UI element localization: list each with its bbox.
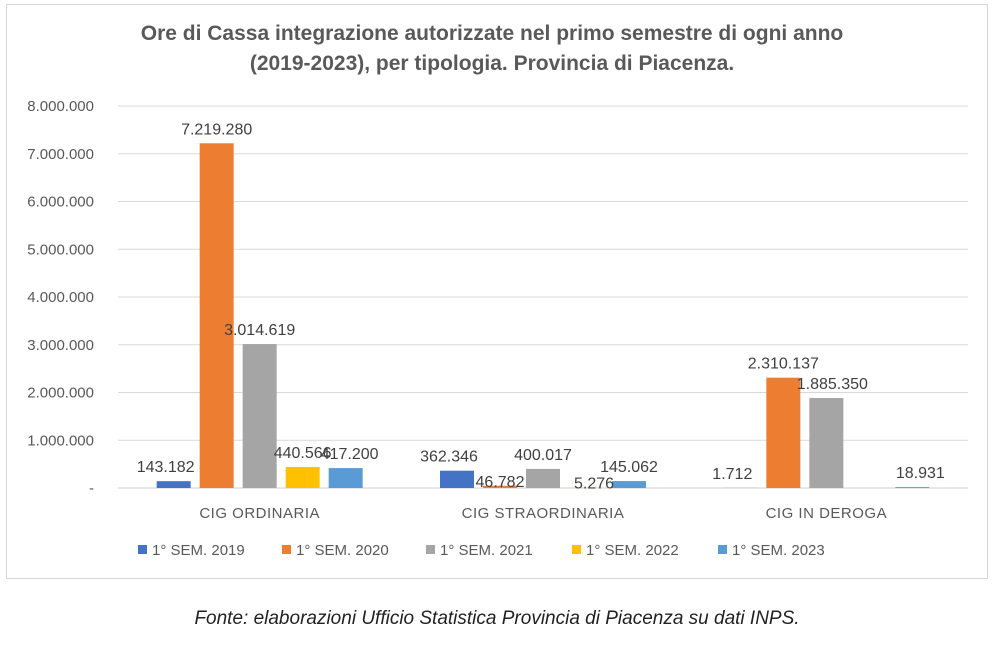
bar: [242, 344, 277, 488]
bar-chart: Ore di Cassa integrazione autorizzate ne…: [27, 22, 968, 559]
data-label: 46.782: [476, 474, 525, 491]
legend-label: 1° SEM. 2019: [152, 542, 245, 559]
data-label: 362.346: [420, 449, 478, 466]
bar: [199, 143, 234, 489]
data-label: 417.200: [321, 446, 379, 463]
data-label: 7.219.280: [181, 121, 252, 138]
y-tick-label: 1.000.000: [27, 432, 94, 449]
y-tick-label: 4.000.000: [27, 289, 94, 306]
data-label: 440.566: [274, 445, 332, 462]
legend: 1° SEM. 2019 1° SEM. 2020 1° SEM. 2021 1° S…: [138, 542, 825, 559]
legend-label: 1° SEM. 2022: [586, 542, 679, 559]
y-tick-label: 6.000.000: [27, 194, 94, 211]
y-tick-label: 5.000.000: [27, 241, 94, 258]
data-label: 1.712: [712, 466, 752, 483]
legend-label: 1° SEM. 2023: [732, 542, 825, 559]
data-label: 5.276: [574, 476, 614, 493]
bar: [809, 397, 844, 488]
y-tick-label: 7.000.000: [27, 146, 94, 163]
data-label: 2.310.137: [748, 356, 819, 373]
legend-swatch: [426, 545, 435, 554]
legend-item: 1° SEM. 2020: [282, 542, 389, 559]
legend-item: 1° SEM. 2021: [426, 542, 533, 559]
legend-swatch: [572, 545, 581, 554]
legend-item: 1° SEM. 2019: [138, 542, 245, 559]
bar: [895, 487, 930, 488]
x-tick-label: CIG ORDINARIA: [199, 505, 320, 522]
data-label: 143.182: [137, 459, 195, 476]
data-label: 145.062: [600, 459, 658, 476]
bar: [612, 481, 646, 488]
y-tick-label: 3.000.000: [27, 337, 94, 354]
y-tick-label: -: [89, 480, 94, 497]
data-label: 3.014.619: [224, 322, 295, 339]
legend-label: 1° SEM. 2020: [296, 542, 389, 559]
bar: [526, 468, 560, 488]
bar: [766, 377, 801, 488]
chart-title-line-2: (2019-2023), per tipologia. Provincia di…: [250, 52, 734, 75]
x-tick-label: CIG STRAORDINARIA: [462, 505, 625, 522]
legend-swatch: [718, 545, 727, 554]
legend-swatch: [282, 545, 291, 554]
legend-swatch: [138, 545, 147, 554]
data-label: 1.885.350: [797, 376, 868, 393]
bar: [328, 468, 363, 488]
y-axis-ticks: - 1.000.000 2.000.000 3.000.000 4.000.000 5.0…: [27, 98, 94, 497]
x-tick-label: CIG IN DEROGA: [766, 505, 888, 522]
bar: [483, 485, 517, 488]
data-label: 400.017: [514, 447, 572, 464]
data-label: 18.931: [896, 465, 945, 482]
x-axis-ticks: CIG ORDINARIA CIG STRAORDINARIA CIG IN DER…: [199, 505, 888, 522]
y-tick-label: 8.000.000: [27, 98, 94, 115]
y-tick-label: 2.000.000: [27, 385, 94, 402]
legend-item: 1° SEM. 2023: [718, 542, 825, 559]
legend-label: 1° SEM. 2021: [440, 542, 533, 559]
bar: [285, 466, 320, 488]
bar: [156, 481, 191, 488]
chart-title-line-1: Ore di Cassa integrazione autorizzate ne…: [141, 22, 844, 45]
bar: [440, 470, 474, 488]
source-note: Fonte: elaborazioni Ufficio Statistica P…: [194, 608, 800, 629]
legend-item: 1° SEM. 2022: [572, 542, 679, 559]
bars: [156, 143, 930, 489]
